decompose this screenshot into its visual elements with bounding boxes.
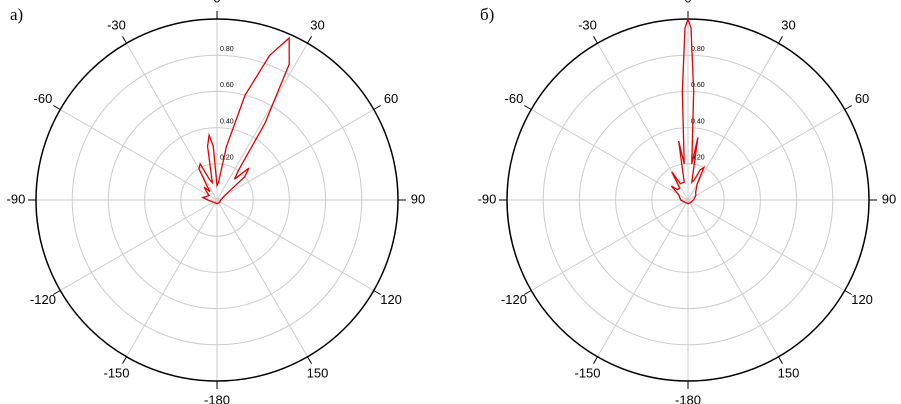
spoke [216, 42, 308, 201]
r-tick-label: 0.60 [220, 82, 234, 89]
grid-ring [144, 127, 290, 273]
grid-ring [651, 163, 725, 237]
r-tick-label: 0.40 [220, 118, 234, 125]
theta-tick-label: 30 [310, 17, 324, 32]
grid-ring [578, 90, 798, 310]
r-tick-label: 0.40 [691, 118, 705, 125]
theta-tick [307, 356, 312, 364]
grid-ring [71, 54, 363, 346]
grid-ring [180, 163, 254, 237]
theta-tick [593, 356, 598, 364]
theta-tick-label: 90 [882, 191, 896, 206]
spoke [687, 42, 779, 201]
spoke [216, 109, 375, 201]
spoke [597, 199, 689, 358]
theta-tick-label: 60 [855, 91, 869, 106]
theta-tick [122, 356, 127, 364]
theta-tick-label: -90 [7, 191, 26, 206]
grid-ring [615, 127, 761, 273]
theta-tick-label: 0 [213, 0, 220, 5]
r-tick-label: 0.80 [220, 46, 234, 53]
outer-ring [35, 18, 399, 382]
theta-tick [778, 36, 783, 44]
theta-tick [524, 105, 532, 110]
spoke [687, 199, 779, 358]
grid-ring [107, 90, 327, 310]
theta-tick [778, 356, 783, 364]
pattern-line [670, 16, 706, 205]
theta-tick [53, 105, 61, 110]
r-tick-label: 0.60 [691, 82, 705, 89]
theta-tick-label: 0 [684, 0, 691, 5]
pattern-line [198, 36, 290, 205]
theta-tick-label: -180 [204, 392, 230, 404]
panel-label: б) [480, 5, 494, 24]
spoke [216, 199, 308, 358]
grid-ring [542, 54, 834, 346]
theta-tick-label: -60 [505, 91, 524, 106]
spoke [687, 199, 846, 291]
theta-tick [844, 105, 852, 110]
theta-tick-label: 30 [781, 17, 795, 32]
spoke [126, 199, 218, 358]
theta-tick [593, 36, 598, 44]
spoke [530, 199, 689, 291]
spoke [530, 109, 689, 201]
theta-tick-label: 120 [851, 292, 873, 307]
theta-tick-label: 150 [307, 366, 329, 381]
theta-tick [373, 105, 381, 110]
theta-tick-label: 90 [411, 191, 425, 206]
theta-tick [524, 290, 532, 295]
theta-tick-label: -150 [574, 366, 600, 381]
theta-tick-label: -30 [578, 17, 597, 32]
theta-tick-label: -90 [478, 191, 497, 206]
theta-tick-label: 60 [384, 91, 398, 106]
r-tick-label: 0.20 [220, 155, 234, 162]
spoke [59, 109, 218, 201]
spoke [59, 199, 218, 291]
theta-tick-label: -180 [675, 392, 701, 404]
theta-tick-label: 120 [380, 292, 402, 307]
theta-tick-label: -120 [30, 292, 56, 307]
theta-tick [844, 290, 852, 295]
theta-tick-label: -30 [107, 17, 126, 32]
theta-tick [373, 290, 381, 295]
spoke [216, 199, 375, 291]
theta-tick-label: -150 [103, 366, 129, 381]
theta-tick [53, 290, 61, 295]
r-tick-label: 0.80 [691, 46, 705, 53]
r-tick-label: 0.20 [691, 155, 705, 162]
theta-tick [122, 36, 127, 44]
spoke [126, 42, 218, 201]
panel-label: а) [10, 5, 23, 24]
theta-tick [307, 36, 312, 44]
theta-tick-label: 150 [778, 366, 800, 381]
theta-tick-label: -60 [34, 91, 53, 106]
theta-tick-label: -120 [501, 292, 527, 307]
spoke [687, 109, 846, 201]
